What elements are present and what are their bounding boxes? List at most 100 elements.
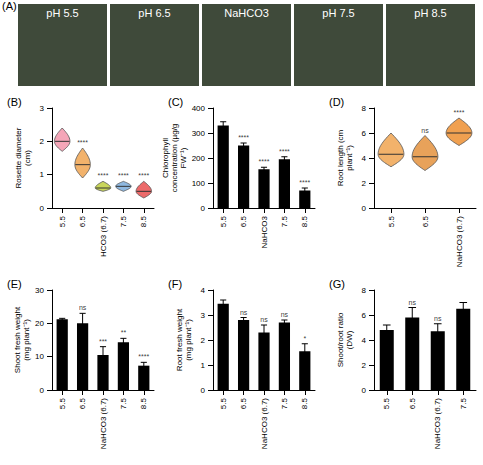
svg-text:NaHCO3 (6.7): NaHCO3 (6.7) <box>260 398 269 449</box>
svg-text:2: 2 <box>40 137 45 146</box>
svg-text:5.5: 5.5 <box>219 215 228 227</box>
html-text:NaHCO3: NaHCO3 <box>224 7 269 19</box>
svg-text:****: **** <box>454 109 465 116</box>
svg-text:8.5: 8.5 <box>139 397 148 409</box>
html-text:pH 5.5: pH 5.5 <box>46 7 79 19</box>
svg-text:2: 2 <box>362 361 367 370</box>
svg-text:***: *** <box>99 338 107 345</box>
svg-text:400: 400 <box>192 104 206 113</box>
svg-text:7.5: 7.5 <box>119 215 128 227</box>
svg-text:ns: ns <box>409 299 417 306</box>
svg-text:ns: ns <box>281 311 289 318</box>
svg-text:6.5: 6.5 <box>78 215 87 227</box>
svg-text:****: **** <box>77 139 88 146</box>
svg-text:100: 100 <box>192 179 206 188</box>
svg-text:Root length (cm: Root length (cm <box>336 129 345 186</box>
svg-text:0: 0 <box>201 204 206 213</box>
svg-text:7.5: 7.5 <box>280 397 289 409</box>
svg-text:2: 2 <box>201 336 206 345</box>
svg-text:(E): (E) <box>7 278 22 290</box>
svg-text:20: 20 <box>35 319 44 328</box>
svg-text:****: **** <box>138 353 149 360</box>
svg-text:(G): (G) <box>329 278 345 290</box>
svg-text:NaHCO3 (6.7): NaHCO3 (6.7) <box>99 398 108 449</box>
svg-text:6.5: 6.5 <box>239 215 248 227</box>
svg-text:0: 0 <box>40 386 45 395</box>
svg-text:Root fresh weight: Root fresh weight <box>175 308 184 371</box>
svg-text:5.5: 5.5 <box>58 215 67 227</box>
html-text:pH 7.5: pH 7.5 <box>322 7 355 19</box>
svg-text:(F): (F) <box>168 278 182 290</box>
html-text:pH 6.5: pH 6.5 <box>138 7 171 19</box>
svg-text:8: 8 <box>362 104 367 113</box>
svg-text:ns: ns <box>260 316 268 323</box>
svg-text:FW⁻¹): FW⁻¹) <box>179 147 188 168</box>
svg-text:Chlorophyll: Chlorophyll <box>161 138 170 178</box>
svg-text:****: **** <box>279 148 290 155</box>
svg-text:NaHCO3 (6.7): NaHCO3 (6.7) <box>455 216 464 267</box>
svg-text:(mg plant⁻¹): (mg plant⁻¹) <box>184 319 193 361</box>
svg-text:Shoot fresh weight: Shoot fresh weight <box>13 306 22 373</box>
svg-text:6.5: 6.5 <box>78 397 87 409</box>
svg-text:6.5: 6.5 <box>408 397 417 409</box>
svg-text:6.5: 6.5 <box>239 397 248 409</box>
svg-text:0: 0 <box>362 204 367 213</box>
svg-text:8.5: 8.5 <box>300 215 309 227</box>
svg-text:4: 4 <box>201 286 206 295</box>
svg-text:200: 200 <box>192 154 206 163</box>
html-text:pH 8.5: pH 8.5 <box>414 7 447 19</box>
svg-text:0: 0 <box>362 386 367 395</box>
svg-text:ns: ns <box>421 127 429 134</box>
svg-text:(C): (C) <box>168 96 183 108</box>
svg-text:6.5: 6.5 <box>421 215 430 227</box>
svg-text:7.5: 7.5 <box>459 397 468 409</box>
svg-text:10: 10 <box>35 352 44 361</box>
svg-text:4: 4 <box>362 336 367 345</box>
svg-text:0: 0 <box>40 204 45 213</box>
svg-text:6: 6 <box>362 129 367 138</box>
svg-text:**: ** <box>121 329 127 336</box>
svg-text:****: **** <box>138 172 149 179</box>
svg-text:5.5: 5.5 <box>382 397 391 409</box>
svg-text:Rosette diameter: Rosette diameter <box>14 127 23 188</box>
svg-text:8.5: 8.5 <box>300 397 309 409</box>
svg-text:*: * <box>303 335 306 342</box>
svg-text:3: 3 <box>201 311 206 320</box>
svg-text:(cm): (cm) <box>23 150 32 166</box>
svg-text:0: 0 <box>201 386 206 395</box>
svg-text:2: 2 <box>362 179 367 188</box>
svg-text:7.5: 7.5 <box>119 397 128 409</box>
svg-text:5.5: 5.5 <box>219 397 228 409</box>
svg-text:(mg plant⁻¹): (mg plant⁻¹) <box>22 319 31 361</box>
svg-text:****: **** <box>299 179 310 186</box>
svg-text:Shoot/root ratio: Shoot/root ratio <box>336 312 345 367</box>
svg-text:NaHCO3 (6.7): NaHCO3 (6.7) <box>433 398 442 449</box>
svg-text:5.5: 5.5 <box>387 215 396 227</box>
svg-text:ns: ns <box>79 304 87 311</box>
svg-text:3: 3 <box>40 104 45 113</box>
svg-text:5.5: 5.5 <box>58 397 67 409</box>
svg-text:NaHCO3: NaHCO3 <box>260 215 269 248</box>
svg-text:30: 30 <box>35 286 44 295</box>
svg-text:****: **** <box>238 134 249 141</box>
svg-text:(DW): (DW) <box>345 330 354 349</box>
svg-text:ns: ns <box>240 309 248 316</box>
svg-text:(D): (D) <box>329 96 344 108</box>
svg-text:8.5: 8.5 <box>139 215 148 227</box>
svg-text:ns: ns <box>434 315 442 322</box>
svg-text:1: 1 <box>40 170 45 179</box>
svg-text:****: **** <box>118 172 129 179</box>
svg-text:6: 6 <box>362 311 367 320</box>
svg-text:1: 1 <box>201 361 206 370</box>
svg-text:HCO3 (6.7): HCO3 (6.7) <box>99 216 108 257</box>
svg-text:(B): (B) <box>7 96 22 108</box>
svg-text:concentration (µg/g: concentration (µg/g <box>170 124 179 193</box>
svg-text:8: 8 <box>362 286 367 295</box>
svg-text:****: **** <box>98 172 109 179</box>
svg-text:300: 300 <box>192 129 206 138</box>
svg-text:plant⁻¹): plant⁻¹) <box>345 145 354 171</box>
svg-text:7.5: 7.5 <box>280 215 289 227</box>
svg-text:4: 4 <box>362 154 367 163</box>
html-text:(A): (A) <box>2 0 17 12</box>
svg-text:****: **** <box>259 158 270 165</box>
